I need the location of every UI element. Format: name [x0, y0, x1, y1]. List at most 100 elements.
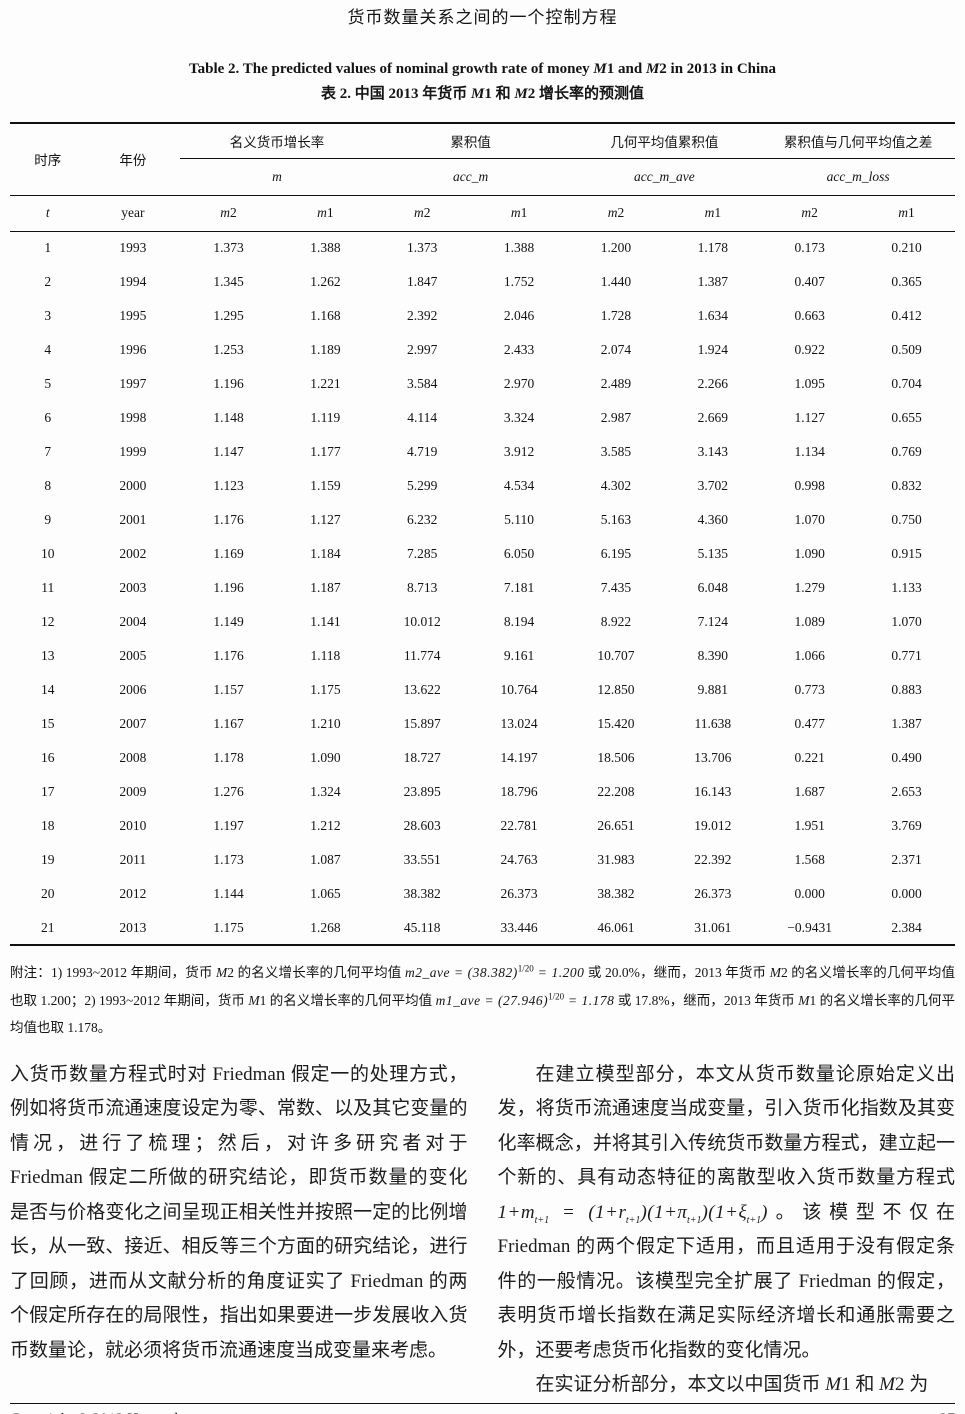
col-header-nianfen: 年份	[85, 123, 181, 196]
table-cell: 2.433	[503, 342, 535, 357]
group-header-accumulated: 累积值	[373, 123, 568, 159]
table-cell: 1.210	[310, 716, 341, 731]
col-header-shixu: 时序	[10, 123, 86, 196]
copyright-notice: Copyright © 2013 Hanspub	[10, 1411, 182, 1414]
table-cell: 7	[44, 444, 52, 459]
table-cell: 1.089	[794, 614, 825, 629]
table-cell: 1.173	[213, 852, 244, 867]
table-cell: 0.477	[794, 716, 825, 731]
table-cell: 2.987	[600, 410, 632, 425]
unit-header-m2-3: m2	[567, 195, 665, 232]
table-row: 14 2006 1.157 1.175 13.622 10.764 12.850 9.881 0…	[10, 673, 955, 707]
body-text-columns: 入货币数量方程式时对 Friedman 假定一的处理方式，例如将货币流通速度设定…	[10, 1058, 955, 1403]
table-row: 1 1993 1.373 1.388 1.373 1.388 1.200 1.178 0.173…	[10, 231, 955, 265]
table-row: 3 1995 1.295 1.168 2.392 2.046 1.728 1.634 0.663…	[10, 299, 955, 333]
table-cell: 0.915	[891, 546, 922, 561]
table-cell: 1.268	[310, 919, 341, 935]
table-row: 15 2007 1.167 1.210 15.897 13.024 15.420 11.638…	[10, 707, 955, 741]
table-cell: 1.147	[213, 444, 244, 459]
table-cell: 1.090	[310, 750, 341, 765]
table-cell: 1.178	[213, 750, 244, 765]
table-cell: 15.897	[403, 716, 441, 731]
table-row: 8 2000 1.123 1.159 5.299 4.534 4.302 3.702 0.998…	[10, 469, 955, 503]
table-cell: 1995	[119, 308, 147, 323]
table-cell: 3	[44, 308, 52, 323]
table-cell: 0.000	[891, 886, 922, 901]
table-cell: 1.212	[310, 818, 341, 833]
table-cell: 46.061	[597, 919, 635, 935]
table-cell: 20	[41, 886, 55, 901]
table-row: 2 1994 1.345 1.262 1.847 1.752 1.440 1.387 0.407…	[10, 265, 955, 299]
table-cell: 1.184	[310, 546, 341, 561]
table-cell: 11	[41, 580, 55, 595]
table-cell: 1.087	[310, 852, 341, 867]
table-cell: 1.388	[503, 240, 535, 256]
table-cell: 1.066	[794, 648, 825, 663]
table-cell: 2008	[119, 750, 147, 765]
table-cell: 2005	[119, 648, 147, 663]
table-cell: 1.070	[794, 512, 825, 527]
table-cell: 0.365	[891, 274, 922, 289]
group-header-geometric-mean-acc: 几何平均值累积值	[567, 123, 762, 159]
table-group-header-row: 时序 年份 名义货币增长率 累积值 几何平均值累积值 累积值与几何平均值之差	[10, 123, 955, 196]
table-cell: 4.534	[503, 478, 535, 493]
unit-header-t: t	[10, 195, 86, 232]
table-cell: 18.506	[597, 750, 635, 765]
table-cell: 5.163	[600, 512, 632, 527]
table-cell: 2010	[119, 818, 147, 833]
table-cell: 38.382	[403, 886, 441, 901]
table-cell: 6.195	[600, 546, 632, 561]
table-cell: 22.208	[597, 784, 635, 799]
table-cell: 14.197	[500, 750, 538, 765]
table-cell: 12.850	[597, 682, 635, 697]
table-cell: 0.173	[794, 240, 825, 256]
table-cell: 3.324	[503, 410, 535, 425]
table-cell: 2.669	[697, 410, 728, 425]
table-cell: 1.148	[213, 410, 244, 425]
table-cell: 22.392	[694, 852, 732, 867]
unit-header-m1-3: m1	[664, 195, 762, 232]
table-cell: 9.161	[503, 648, 535, 663]
table-cell: 1.847	[407, 274, 438, 289]
table-cell: 0.771	[891, 648, 922, 663]
table-cell: 4.360	[697, 512, 728, 527]
table-cell: 1.169	[213, 546, 244, 561]
table-cell: 16.143	[694, 784, 732, 799]
table-cell: 7.124	[697, 614, 728, 629]
table-cell: 4.114	[407, 410, 438, 425]
table-cell: 5.110	[504, 512, 535, 527]
unit-header-m2-1: m2	[180, 195, 277, 232]
table-unit-header-row: t year m2 m1 m2 m1 m2 m1 m2 m1	[10, 195, 955, 232]
table-cell: 1.189	[310, 342, 341, 357]
table-cell: 2.384	[891, 919, 922, 935]
table-cell: 0.883	[891, 682, 922, 697]
table-cell: 1.176	[213, 512, 244, 527]
table-cell: 1.127	[310, 512, 341, 527]
table-cell: 38.382	[597, 886, 635, 901]
group-header-difference: 累积值与几何平均值之差	[761, 123, 955, 159]
table-cell: 18.796	[500, 784, 538, 799]
table-cell: 24.763	[500, 852, 538, 867]
right-paragraph-2: 在实证分析部分，本文以中国货币 M1 和 M2 为	[535, 1374, 929, 1395]
table-row: 17 2009 1.276 1.324 23.895 18.796 22.208 16.143…	[10, 775, 955, 809]
table-cell: 1.634	[697, 308, 728, 323]
table-cell: 1.728	[600, 308, 632, 323]
table-cell: 1.187	[310, 580, 341, 595]
left-paragraph: 入货币数量方程式时对 Friedman 假定一的处理方式，例如将货币流通速度设定…	[10, 1063, 468, 1361]
table-cell: 0.998	[794, 478, 825, 493]
table-cell: 8.713	[407, 580, 438, 595]
table-cell: 11.774	[403, 648, 441, 663]
table-cell: 7.181	[503, 580, 535, 595]
table-cell: 4	[44, 342, 52, 357]
table-cell: 1.070	[891, 614, 922, 629]
table-cell: 0.509	[891, 342, 922, 357]
table-cell: 10	[41, 546, 55, 561]
table-cell: 2006	[119, 682, 147, 697]
table-cell: 1.119	[310, 410, 341, 425]
table-cell: 3.143	[697, 444, 728, 459]
table-cell: 1.197	[213, 818, 244, 833]
table-cell: 9	[44, 512, 52, 527]
table-cell: 19	[41, 852, 55, 867]
table-cell: 6.050	[503, 546, 535, 561]
